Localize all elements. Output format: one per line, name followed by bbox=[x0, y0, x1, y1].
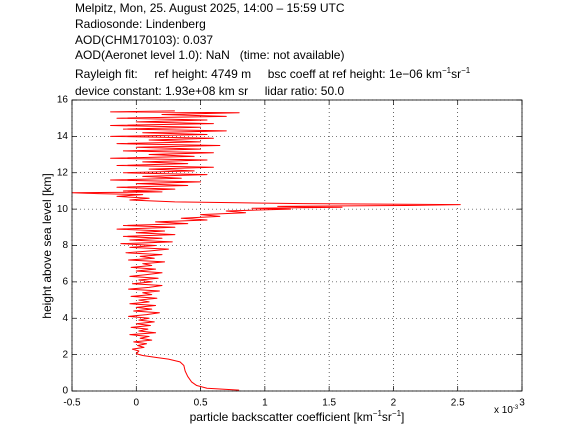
x-tick-label: -0.5 bbox=[63, 398, 81, 409]
x-multiplier: x 10-3 bbox=[494, 405, 519, 416]
header-line-part: −1 bbox=[461, 66, 471, 75]
x-axis-label-part: −1 bbox=[373, 409, 383, 418]
x-axis-label: particle backscatter coefficient [km−1sr… bbox=[190, 409, 405, 425]
y-tick-label: 12 bbox=[57, 167, 69, 178]
x-axis-label-part: −1 bbox=[392, 409, 402, 418]
header-line: Melpitz, Mon, 25. August 2025, 14:00 – 1… bbox=[75, 1, 345, 15]
x-axis-label-part: particle backscatter coefficient [km bbox=[190, 410, 373, 424]
y-tick-label: 8 bbox=[62, 240, 68, 251]
x-tick-label: 3 bbox=[519, 398, 525, 409]
x-tick-label: 2.5 bbox=[451, 398, 465, 409]
y-tick-label: 10 bbox=[57, 204, 69, 215]
header-line-part: device constant: 1.93e+08 km sr lidar ra… bbox=[75, 84, 344, 98]
header-line-part: AOD(CHM170103): 0.037 bbox=[75, 33, 213, 47]
header-line: device constant: 1.93e+08 km sr lidar ra… bbox=[75, 84, 344, 98]
header-line-part: sr bbox=[451, 67, 461, 81]
y-tick-label: 2 bbox=[62, 349, 68, 360]
header-line: Rayleigh fit: ref height: 4749 m bsc coe… bbox=[75, 66, 471, 82]
y-tick-label: 0 bbox=[62, 386, 68, 397]
x-tick-label: 1.5 bbox=[322, 398, 336, 409]
y-tick-label: 16 bbox=[57, 95, 69, 106]
header-line: AOD(Aeronet level 1.0): NaN (time: not a… bbox=[75, 48, 344, 62]
header-line-part: Radiosonde: Lindenberg bbox=[75, 17, 206, 31]
header-line-part: Melpitz, Mon, 25. August 2025, 14:00 – 1… bbox=[75, 1, 345, 15]
x-tick-label: 0.5 bbox=[194, 398, 208, 409]
y-tick-label: 4 bbox=[62, 313, 68, 324]
plot-frame bbox=[71, 99, 523, 392]
x-tick-label: 1 bbox=[262, 398, 268, 409]
header-line: Radiosonde: Lindenberg bbox=[75, 17, 206, 31]
header-line-part: AOD(Aeronet level 1.0): NaN (time: not a… bbox=[75, 48, 344, 62]
header-line-part: Rayleigh fit: ref height: 4749 m bsc coe… bbox=[75, 67, 442, 81]
x-multiplier-part: x 10 bbox=[494, 405, 513, 416]
header-line: AOD(CHM170103): 0.037 bbox=[75, 33, 213, 47]
y-tick-label: 6 bbox=[62, 277, 68, 288]
x-tick-label: 2 bbox=[391, 398, 397, 409]
y-axis-label: height above sea level [km] bbox=[40, 173, 54, 318]
x-tick-label: 0 bbox=[134, 398, 140, 409]
profile-line bbox=[71, 110, 461, 391]
x-axis-label-part: sr bbox=[382, 410, 392, 424]
x-multiplier-part: -3 bbox=[513, 405, 519, 411]
header-line-part: −1 bbox=[442, 66, 452, 75]
y-tick-label: 14 bbox=[57, 131, 69, 142]
x-axis-label-part: ] bbox=[401, 410, 404, 424]
